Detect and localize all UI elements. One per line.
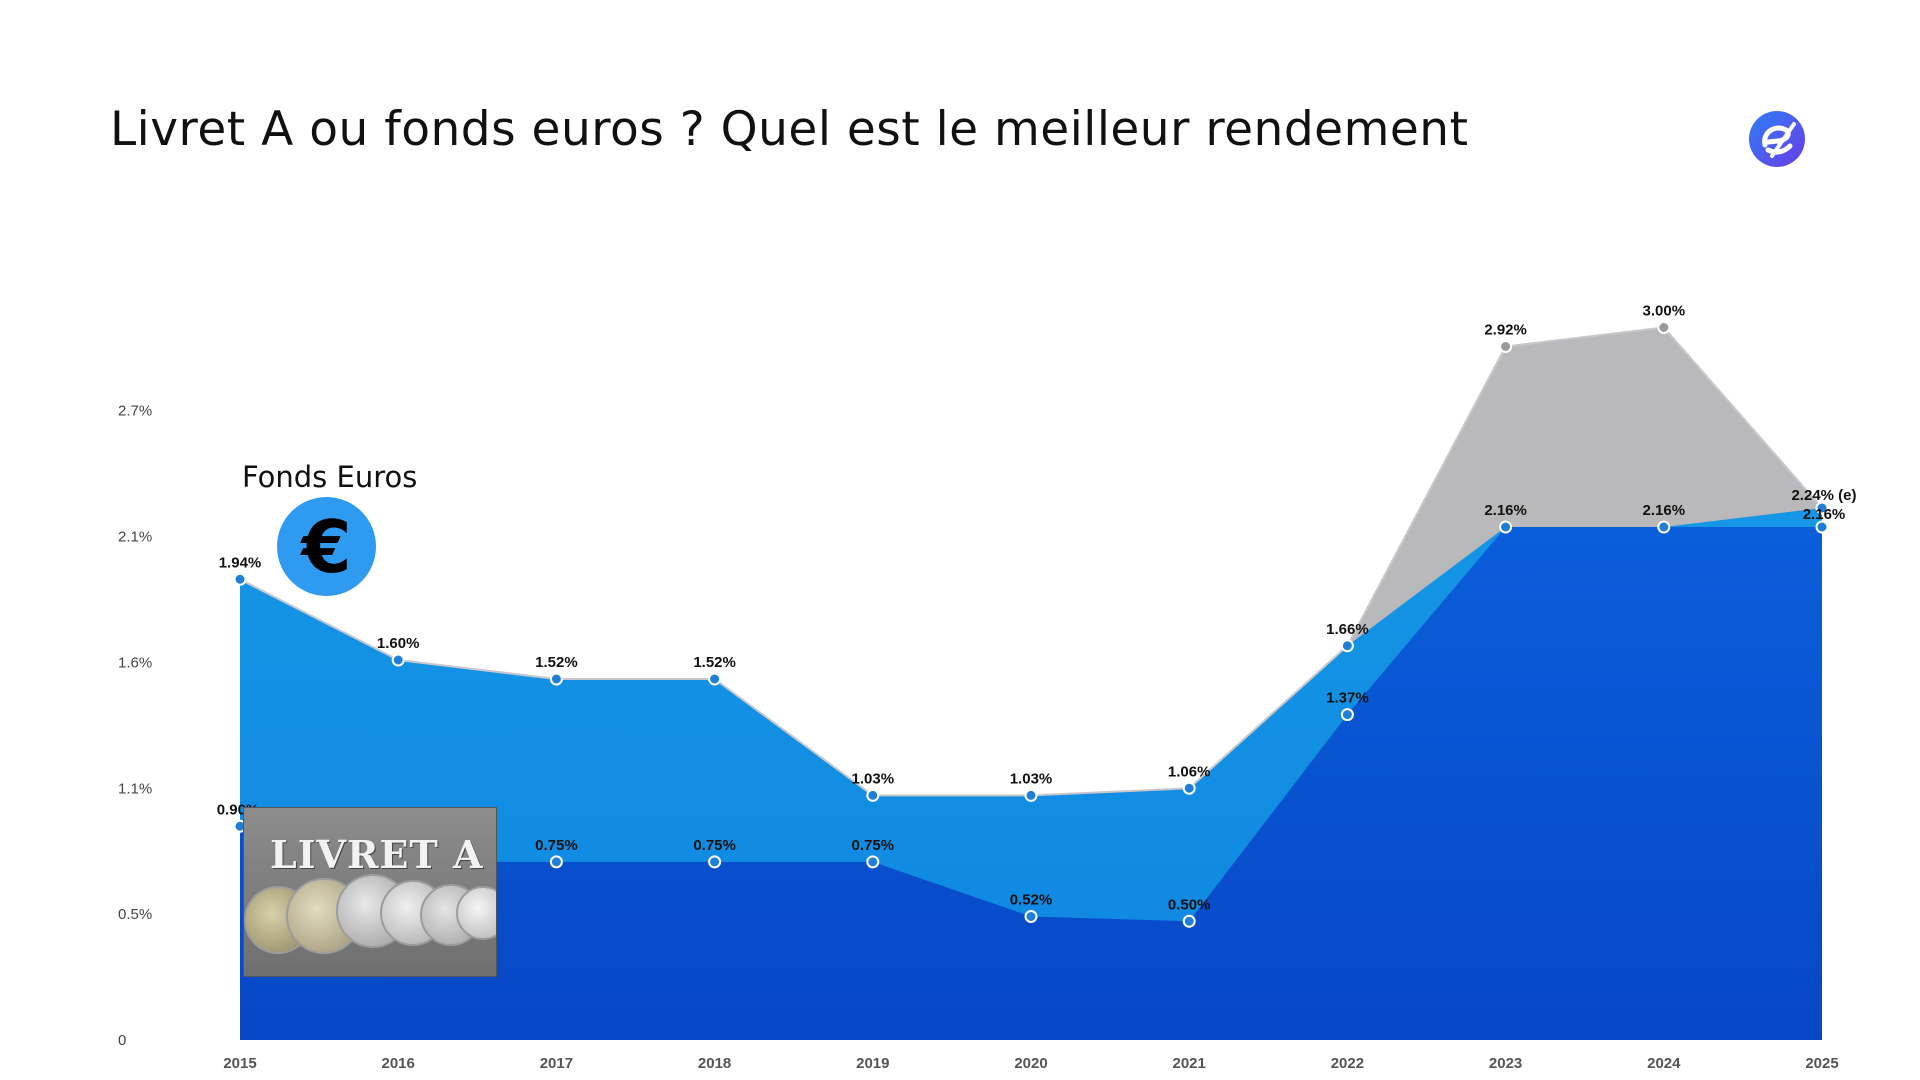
data-label: 1.06% [1168, 763, 1211, 780]
x-tick-label: 2025 [1805, 1055, 1838, 1072]
y-tick-label: 1.6% [118, 654, 152, 671]
data-label: 1.52% [535, 654, 578, 671]
fonds-euros-point [1340, 639, 1354, 653]
euro-icon: € [277, 497, 376, 596]
x-tick-label: 2017 [540, 1055, 573, 1072]
livret-a-image: LIVRET A [243, 807, 497, 977]
page-title: Livret A ou fonds euros ? Quel est le me… [110, 102, 1469, 157]
data-label: 2.24% (e) [1791, 487, 1856, 504]
fonds-euros-point [391, 653, 405, 667]
fonds-euros-point [1815, 501, 1829, 515]
fonds-euros-point [1182, 781, 1196, 795]
data-label: 1.94% [219, 554, 262, 571]
data-label: 0.75% [535, 837, 578, 854]
y-tick-label: 0.5% [118, 906, 152, 923]
data-label: 1.52% [693, 654, 736, 671]
x-tick-label: 2018 [698, 1055, 731, 1072]
livret-a-point [1815, 520, 1829, 534]
fonds-euros-point [866, 788, 880, 802]
data-label: 3.00% [1643, 303, 1686, 320]
livret-a-point [866, 855, 880, 869]
fonds-euros-point [708, 672, 722, 686]
x-tick-label: 2019 [856, 1055, 889, 1072]
livret-a-point [1340, 708, 1354, 722]
livret-a-point [549, 855, 563, 869]
data-label: 0.50% [1168, 896, 1211, 913]
livret-a-label: LIVRET A [270, 832, 484, 877]
livret-a-area [240, 527, 1822, 1040]
y-tick-label: 2.7% [118, 403, 152, 420]
x-tick-label: 2023 [1489, 1055, 1522, 1072]
fonds-euros-point [1499, 520, 1513, 534]
data-label: 2.16% [1484, 502, 1527, 519]
coin-icon [456, 886, 496, 940]
data-label: 1.60% [377, 635, 420, 652]
livret-a-point [1182, 914, 1196, 928]
x-tick-label: 2020 [1014, 1055, 1047, 1072]
x-tick-label: 2016 [382, 1055, 415, 1072]
data-label: 0.52% [1010, 892, 1053, 909]
x-tick-label: 2015 [223, 1055, 256, 1072]
data-label: 1.66% [1326, 621, 1369, 638]
data-label: 2.92% [1484, 322, 1527, 339]
data-label: 1.03% [1010, 770, 1053, 787]
data-label: 2.16% [1803, 506, 1846, 523]
fonds-euros-point [549, 672, 563, 686]
data-label: 0.75% [693, 837, 736, 854]
x-tick-label: 2024 [1647, 1055, 1681, 1072]
x-tick-label: 2022 [1331, 1055, 1364, 1072]
fonds-euros-point [1024, 788, 1038, 802]
livret-a-point [1024, 910, 1038, 923]
livret-a-point [708, 855, 722, 869]
fonds-euros-point [1657, 520, 1671, 534]
data-label: 2.16% [1643, 502, 1686, 519]
y-tick-label: 1.1% [118, 780, 152, 797]
data-label: 1.03% [852, 770, 895, 787]
y-tick-label: 2.1% [118, 529, 152, 546]
x-tick-label: 2021 [1173, 1055, 1206, 1072]
data-label: 0.75% [852, 837, 895, 854]
fonds-euros-label: Fonds Euros [242, 460, 418, 494]
data-label: 1.37% [1326, 690, 1369, 707]
livret-a-point [1657, 321, 1671, 334]
livret-a-point [1499, 340, 1513, 353]
y-tick-label: 0 [118, 1032, 126, 1049]
e-logo-icon [1749, 111, 1805, 167]
fonds-euros-point [233, 572, 247, 586]
